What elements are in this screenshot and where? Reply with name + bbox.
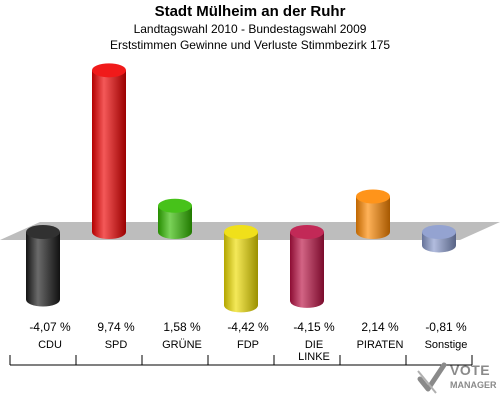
bar-bottom-cap <box>92 225 126 239</box>
bar-bottom-cap <box>356 225 390 239</box>
bar-bottom-cap <box>290 293 324 308</box>
bar-top-cap <box>356 189 390 204</box>
bar-fdp <box>224 225 258 313</box>
value-label-piraten: 2,14 % <box>361 320 399 334</box>
category-label-spd: SPD <box>105 339 128 351</box>
logo-text-vote: VOTE <box>450 362 491 378</box>
vote-manager-check-icon <box>417 362 447 394</box>
vote-manager-logo: VOTE MANAGER <box>416 360 497 396</box>
category-label-grüne: GRÜNE <box>162 339 202 351</box>
value-label-die-linke: -4,15 % <box>293 320 335 334</box>
bar-piraten <box>356 189 390 239</box>
bar-top-cap <box>26 225 60 239</box>
value-label-sonstige: -0,81 % <box>425 320 467 334</box>
category-label-piraten: PIRATEN <box>357 339 404 351</box>
bar-top-cap <box>422 225 456 239</box>
category-label-cdu: CDU <box>38 339 62 351</box>
bar-top-cap <box>158 198 192 213</box>
bar-grüne <box>158 198 192 239</box>
category-label-sonstige: Sonstige <box>425 339 468 351</box>
value-label-fdp: -4,42 % <box>227 320 269 334</box>
chart-subtitle-election: Landtagswahl 2010 - Bundestagswahl 2009 <box>133 22 367 36</box>
bar-body <box>224 232 258 306</box>
bar-top-cap <box>290 225 324 239</box>
bar-spd <box>92 63 126 239</box>
bar-body <box>26 232 60 300</box>
bar-bottom-cap <box>224 298 258 313</box>
bar-top-cap <box>224 225 258 239</box>
value-label-cdu: -4,07 % <box>29 320 71 334</box>
value-label-grüne: 1,58 % <box>163 320 201 334</box>
category-axis <box>9 355 473 366</box>
bar-sonstige <box>422 225 456 253</box>
bar-bottom-cap <box>422 238 456 253</box>
category-label-die-linke: DIE LINKE <box>298 339 330 363</box>
bar-bottom-cap <box>158 225 192 239</box>
bar-cdu <box>26 225 60 307</box>
bar-body <box>92 70 126 232</box>
category-label-fdp: FDP <box>237 339 259 351</box>
bar-top-cap <box>92 63 126 78</box>
chart-title: Stadt Mülheim an der Ruhr <box>154 3 346 20</box>
value-label-spd: 9,74 % <box>97 320 135 334</box>
bar-bottom-cap <box>26 292 60 307</box>
chart-subtitle-district: Erststimmen Gewinne und Verluste Stimmbe… <box>109 38 391 52</box>
logo-text-manager: MANAGER <box>450 380 497 390</box>
bar-die-linke <box>290 225 324 308</box>
bar-body <box>290 232 324 301</box>
